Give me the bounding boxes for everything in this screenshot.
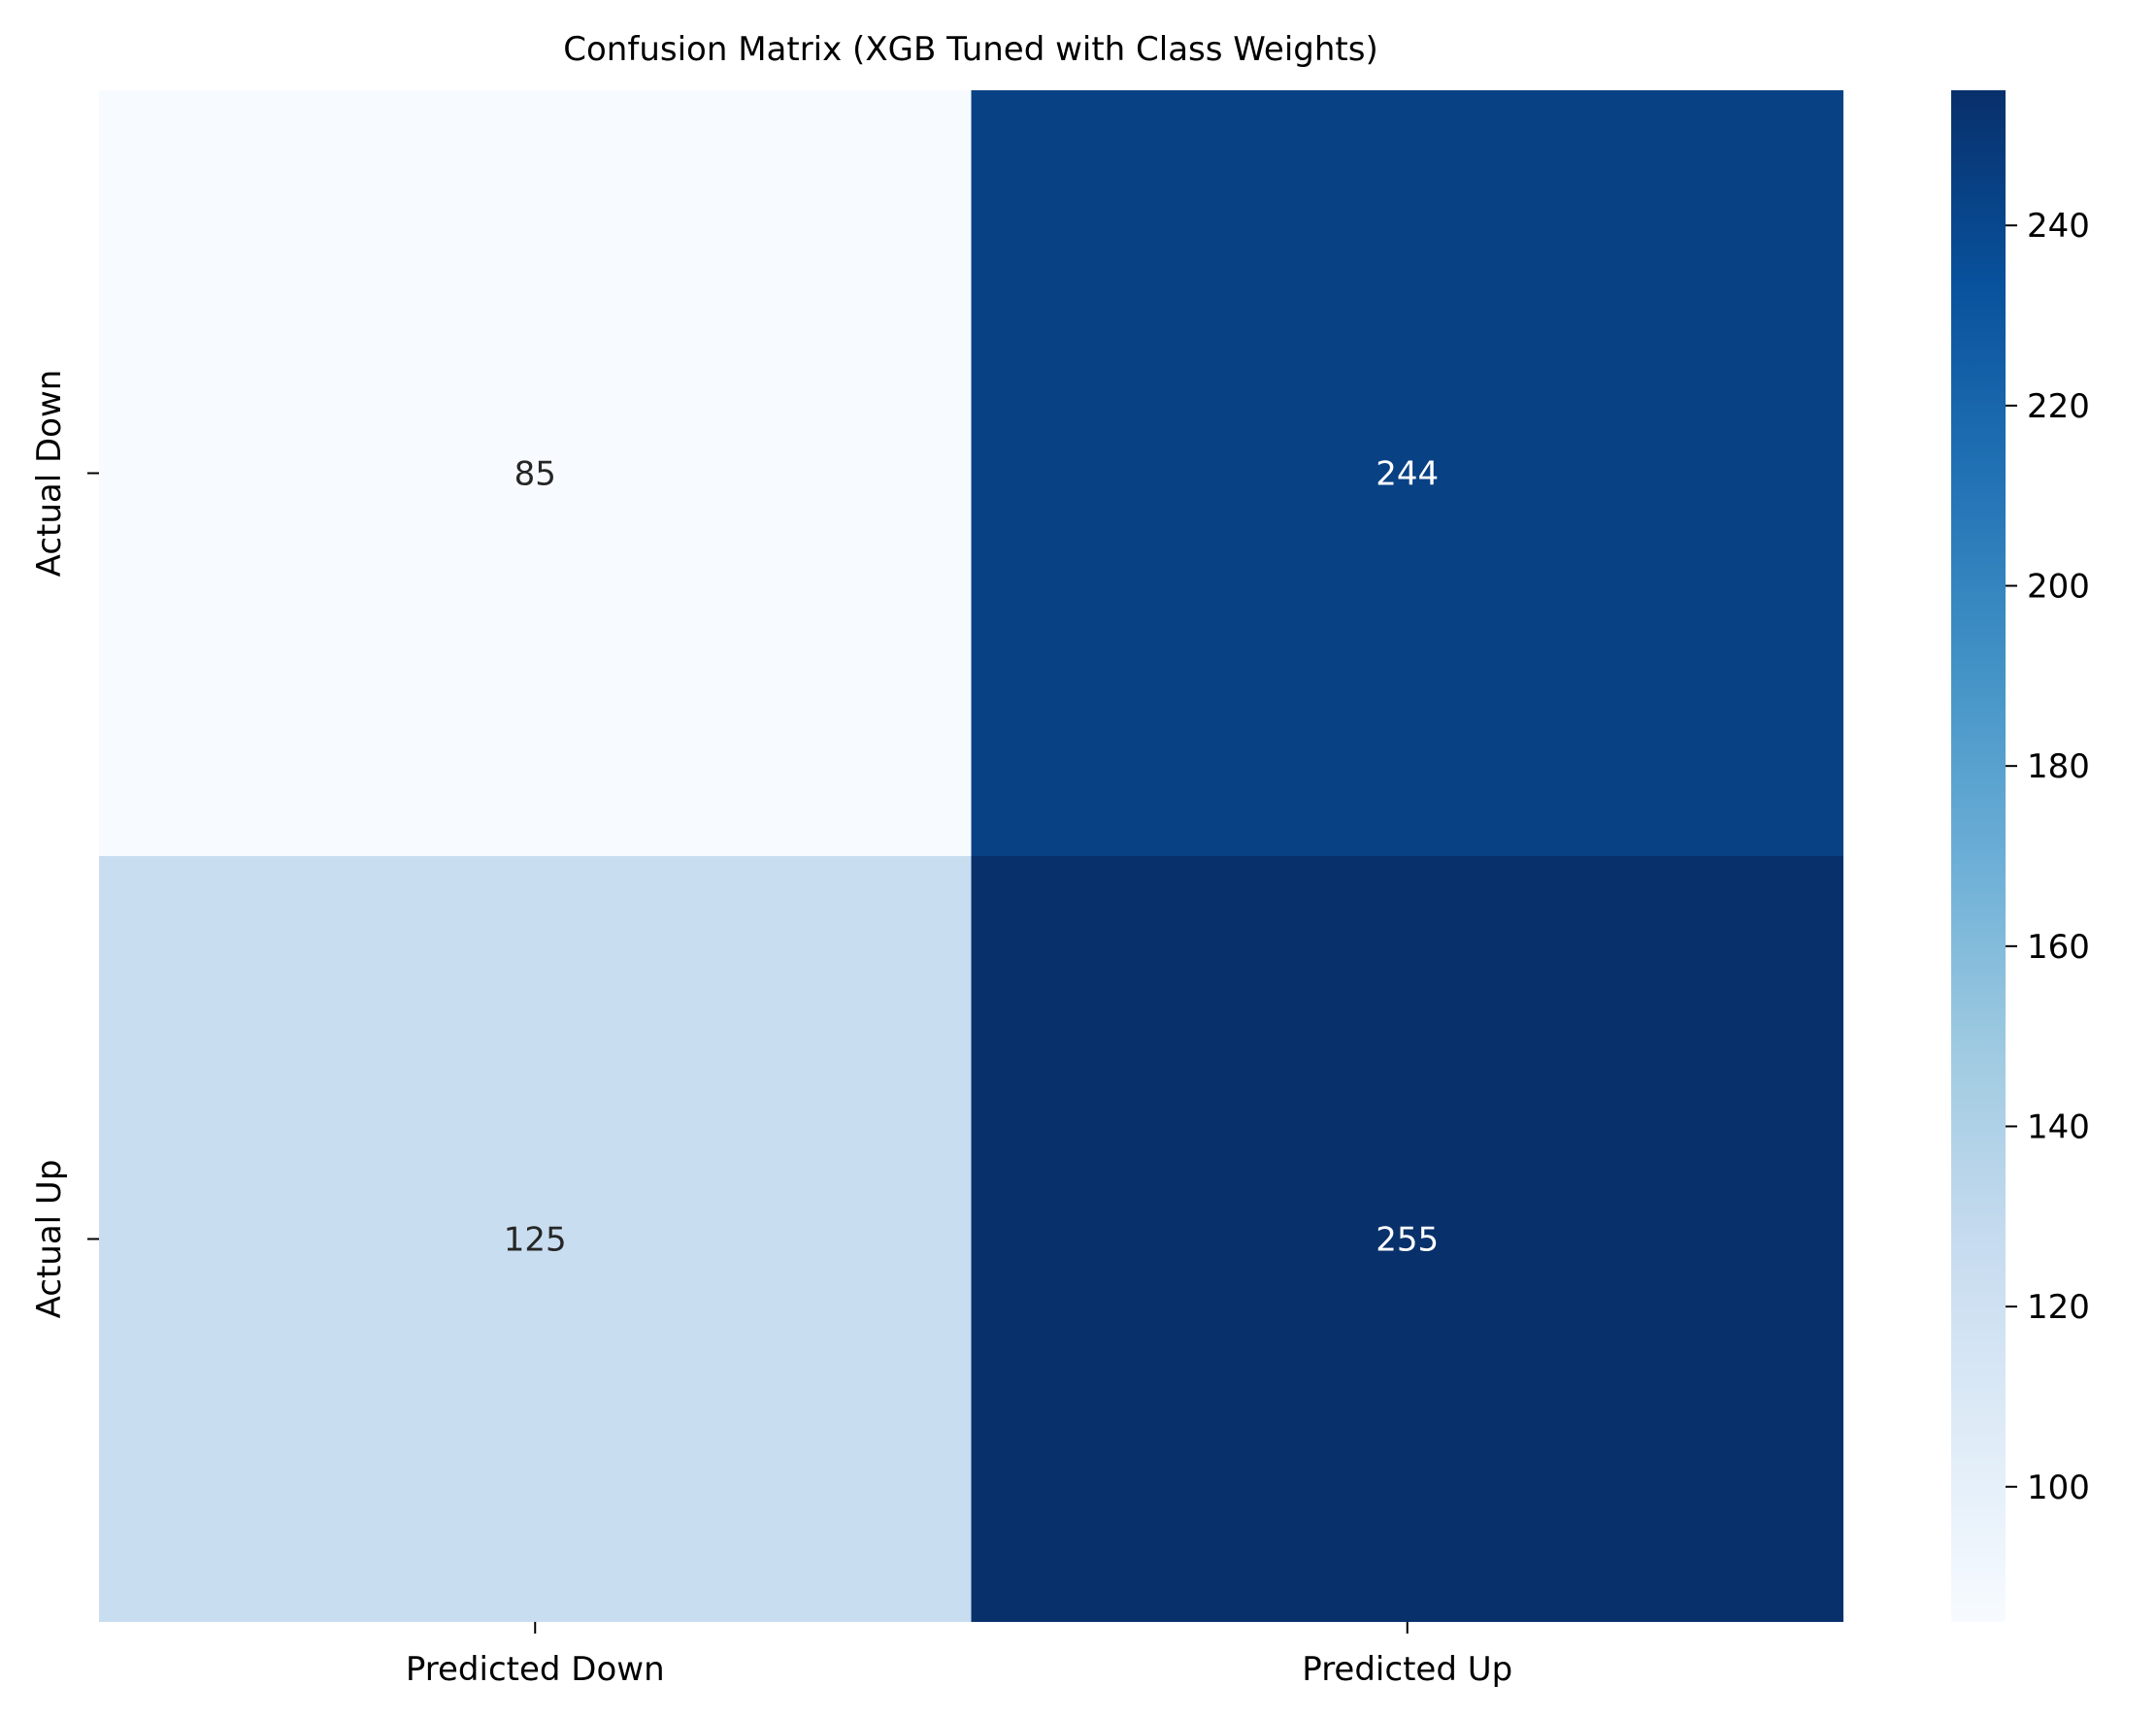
colorbar-tick-label: 140 bbox=[2027, 1107, 2090, 1146]
colorbar-tick-label: 220 bbox=[2027, 387, 2090, 426]
colorbar-tick-label: 240 bbox=[2027, 207, 2090, 246]
x-tick-label: Predicted Up bbox=[1302, 1650, 1512, 1689]
cell-annotations: 85 244 125 255 bbox=[504, 455, 1439, 1260]
y-axis: Actual Down Actual Up bbox=[30, 370, 99, 1319]
colorbar-tick-label: 120 bbox=[2027, 1288, 2090, 1327]
colorbar: 100 120 140 160 180 200 220 240 bbox=[1951, 90, 2090, 1622]
colorbar-tick-label: 100 bbox=[2027, 1469, 2090, 1507]
heatmap-cell bbox=[99, 856, 972, 1622]
y-tick-label: Actual Down bbox=[30, 370, 69, 578]
colorbar-tick-label: 200 bbox=[2027, 568, 2090, 607]
heatmap-cell bbox=[971, 90, 1843, 856]
colorbar-tick-label: 180 bbox=[2027, 747, 2090, 786]
chart-title: Confusion Matrix (XGB Tuned with Class W… bbox=[563, 30, 1377, 69]
heatmap-cell bbox=[99, 90, 972, 856]
x-axis: Predicted Down Predicted Up bbox=[406, 1622, 1512, 1689]
y-tick-label: Actual Up bbox=[30, 1160, 69, 1319]
cell-value-label: 255 bbox=[1376, 1221, 1439, 1260]
cell-value-label: 85 bbox=[514, 455, 556, 494]
colorbar-gradient bbox=[1951, 90, 2006, 1622]
heatmap-cell bbox=[971, 856, 1843, 1622]
cell-value-label: 125 bbox=[504, 1221, 567, 1260]
x-tick-label: Predicted Down bbox=[406, 1650, 665, 1689]
heatmap-cells bbox=[99, 90, 1843, 1622]
colorbar-tick-label: 160 bbox=[2027, 928, 2090, 967]
cell-value-label: 244 bbox=[1376, 455, 1439, 494]
